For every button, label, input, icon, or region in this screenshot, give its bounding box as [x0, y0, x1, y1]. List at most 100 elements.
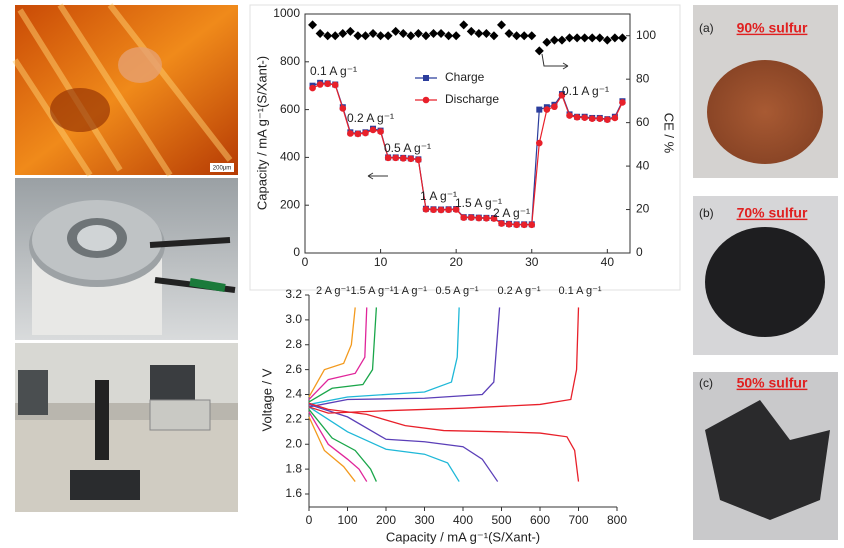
plot-area — [309, 295, 617, 494]
annotation: 1.5 A g⁻¹ — [455, 196, 502, 210]
marker — [489, 31, 499, 41]
rate-label: 1 A g⁻¹ — [393, 285, 427, 297]
legend-label: Charge — [445, 70, 485, 84]
marker — [415, 156, 422, 164]
marker — [466, 26, 476, 36]
y-tick-label: 2.6 — [285, 362, 302, 376]
marker — [604, 116, 611, 123]
y2-tick-label: 40 — [636, 158, 650, 172]
marker — [360, 31, 370, 41]
x-tick-label: 300 — [414, 513, 434, 527]
y-tick-label: 200 — [280, 197, 300, 211]
marker — [445, 206, 452, 214]
marker — [421, 31, 431, 41]
marker — [519, 31, 529, 41]
arrow — [541, 53, 569, 70]
voltage-curve — [308, 402, 580, 482]
marker — [558, 91, 566, 99]
scale-label: 200μm — [213, 166, 231, 172]
marker — [467, 214, 475, 221]
voltage-curve — [308, 409, 377, 482]
sample-label: 90% sulfur — [737, 20, 808, 36]
sample-label: 70% sulfur — [737, 205, 808, 221]
y-tick-label: 1.8 — [285, 461, 302, 475]
marker — [596, 115, 604, 122]
marker — [399, 155, 407, 162]
x-tick-label: 200 — [376, 513, 396, 527]
marker — [551, 103, 558, 111]
y-tick-label: 600 — [280, 102, 300, 116]
marker — [315, 29, 325, 39]
marker — [549, 35, 559, 45]
marker — [543, 106, 551, 113]
voltage-curve — [308, 416, 356, 482]
voltage-curve — [308, 403, 499, 482]
x-tick-label: 20 — [449, 255, 463, 269]
y-tick-label: 3.2 — [285, 287, 302, 301]
marker — [460, 214, 468, 221]
y-tick-label: 0 — [293, 245, 300, 259]
marker — [369, 126, 377, 134]
legend-marker — [423, 75, 429, 81]
voltage-curve — [308, 307, 580, 414]
y2-axis-label: CE / % — [662, 113, 677, 154]
marker — [391, 26, 401, 36]
marker — [513, 221, 520, 229]
marker — [528, 221, 536, 229]
marker — [536, 139, 543, 147]
marker — [474, 29, 484, 39]
microscope-photo: 200μm — [12, 3, 238, 177]
annotation: 1 A g⁻¹ — [420, 189, 457, 203]
marker — [483, 215, 490, 222]
plot-frame — [304, 13, 631, 254]
marker — [587, 33, 597, 43]
marker — [588, 115, 596, 122]
annotation: 0.2 A g⁻¹ — [347, 111, 394, 125]
marker — [330, 31, 340, 41]
annotation: 2 A g⁻¹ — [493, 206, 530, 220]
marker — [406, 31, 416, 41]
y-tick-label: 2.8 — [285, 337, 302, 351]
x-tick-label: 0 — [302, 255, 309, 269]
marker — [572, 33, 582, 43]
arrow — [367, 172, 388, 180]
x-tick-label: 100 — [337, 513, 357, 527]
marker — [619, 99, 626, 106]
rate-label: 1.5 A g⁻¹ — [350, 285, 393, 297]
legend-marker — [422, 96, 430, 104]
marker — [444, 31, 454, 41]
x-axis-label: Capacity / mA g⁻¹(S/Xant-) — [386, 529, 540, 544]
marker — [398, 29, 408, 39]
voltage-curve — [308, 307, 378, 403]
marker — [451, 31, 461, 41]
x-tick-label: 700 — [568, 513, 588, 527]
marker — [362, 129, 369, 137]
y2-tick-label: 0 — [636, 245, 643, 259]
y-tick-label: 400 — [280, 150, 300, 164]
rate-label: 2 A g⁻¹ — [316, 285, 350, 297]
marker — [565, 33, 575, 43]
marker — [437, 206, 445, 214]
voltage-curve — [308, 411, 368, 482]
marker — [413, 29, 423, 39]
y-tick-label: 2.0 — [285, 436, 302, 450]
lab-photo — [15, 343, 238, 512]
x-tick-label: 600 — [530, 513, 550, 527]
y2-tick-label: 100 — [636, 28, 656, 42]
marker — [392, 154, 399, 162]
marker — [542, 37, 552, 47]
marker — [422, 205, 430, 213]
marker — [407, 155, 415, 163]
marker — [316, 81, 324, 88]
x-tick-label: 30 — [525, 255, 539, 269]
rate-label: 0.5 A g⁻¹ — [435, 285, 478, 297]
annotation: 0.1 A g⁻¹ — [310, 64, 357, 78]
marker — [384, 154, 392, 162]
marker — [475, 214, 483, 222]
x-tick-label: 40 — [601, 255, 615, 269]
x-tick-label: 0 — [306, 513, 313, 527]
marker — [573, 113, 581, 121]
marker — [436, 29, 446, 39]
marker — [309, 84, 316, 92]
